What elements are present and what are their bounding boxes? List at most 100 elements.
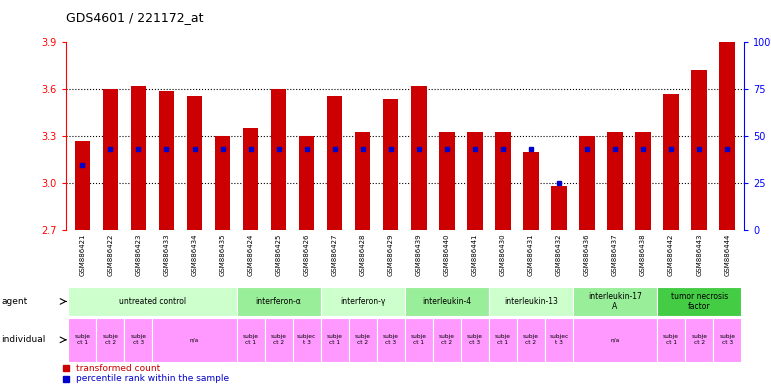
Text: interleukin-13: interleukin-13 (504, 297, 558, 306)
Text: GSM886434: GSM886434 (191, 233, 197, 276)
Text: GSM886429: GSM886429 (388, 233, 394, 276)
Text: GSM886421: GSM886421 (79, 233, 86, 276)
Bar (692, 70, 707, 230)
Text: GSM886423: GSM886423 (136, 233, 141, 276)
Text: GSM886438: GSM886438 (640, 233, 646, 276)
Bar (573, 287, 657, 316)
Bar (215, 136, 231, 230)
Bar (96, 318, 124, 362)
Text: interferon-α: interferon-α (256, 297, 301, 306)
Bar (377, 318, 405, 362)
Bar (299, 136, 315, 230)
Bar (187, 96, 202, 230)
Text: individual: individual (2, 335, 46, 344)
Text: GSM886439: GSM886439 (416, 233, 422, 276)
Text: GSM886422: GSM886422 (107, 233, 113, 276)
Bar (685, 318, 713, 362)
Text: GSM886440: GSM886440 (444, 233, 449, 276)
Bar (433, 318, 461, 362)
Bar (461, 318, 489, 362)
Bar (545, 318, 573, 362)
Text: GDS4601 / 221172_at: GDS4601 / 221172_at (66, 12, 203, 25)
Text: GSM886444: GSM886444 (724, 233, 730, 276)
Bar (75, 141, 90, 230)
Text: subje
ct 2: subje ct 2 (355, 334, 371, 345)
Text: subje
ct 1: subje ct 1 (495, 334, 511, 345)
Bar (103, 89, 118, 230)
Text: agent: agent (2, 297, 28, 306)
Text: subje
ct 2: subje ct 2 (439, 334, 455, 345)
Bar (467, 132, 483, 230)
Bar (635, 132, 651, 230)
Text: subje
ct 1: subje ct 1 (663, 334, 679, 345)
Text: GSM886424: GSM886424 (247, 233, 254, 276)
Text: GSM886431: GSM886431 (528, 233, 534, 276)
Text: GSM886441: GSM886441 (472, 233, 478, 276)
Bar (657, 318, 685, 362)
Bar (405, 287, 489, 316)
Text: subje
ct 1: subje ct 1 (74, 334, 90, 345)
Text: GSM886428: GSM886428 (360, 233, 365, 276)
Bar (713, 318, 741, 362)
Bar (237, 318, 264, 362)
Bar (327, 96, 342, 230)
Bar (293, 318, 321, 362)
Bar (579, 136, 594, 230)
Bar (411, 86, 426, 230)
Bar (383, 99, 399, 230)
Text: GSM886432: GSM886432 (556, 233, 562, 276)
Text: GSM886443: GSM886443 (696, 233, 702, 276)
Text: GSM886437: GSM886437 (612, 233, 618, 276)
Text: interleukin-4: interleukin-4 (423, 297, 471, 306)
Bar (719, 42, 735, 230)
Text: subje
ct 2: subje ct 2 (103, 334, 119, 345)
Text: GSM886442: GSM886442 (668, 233, 674, 276)
Text: GSM886425: GSM886425 (275, 233, 281, 276)
Bar (405, 318, 433, 362)
Text: subje
ct 1: subje ct 1 (243, 334, 258, 345)
Bar (159, 91, 174, 230)
Text: interleukin-17
A: interleukin-17 A (588, 292, 642, 311)
Bar (517, 318, 545, 362)
Text: GSM886433: GSM886433 (163, 233, 170, 276)
Bar (495, 132, 510, 230)
Bar (657, 287, 741, 316)
Text: subje
ct 3: subje ct 3 (130, 334, 146, 345)
Text: subje
ct 3: subje ct 3 (382, 334, 399, 345)
Text: untreated control: untreated control (119, 297, 186, 306)
Text: GSM886427: GSM886427 (332, 233, 338, 276)
Bar (321, 287, 405, 316)
Text: interferon-γ: interferon-γ (340, 297, 386, 306)
Text: subje
ct 2: subje ct 2 (691, 334, 707, 345)
Bar (524, 152, 539, 230)
Text: percentile rank within the sample: percentile rank within the sample (76, 374, 229, 383)
Bar (264, 318, 293, 362)
Text: GSM886430: GSM886430 (500, 233, 506, 276)
Bar (573, 318, 657, 362)
Bar (663, 94, 678, 230)
Bar (321, 318, 348, 362)
Text: subje
ct 2: subje ct 2 (523, 334, 539, 345)
Text: subjec
t 3: subjec t 3 (550, 334, 568, 345)
Text: subjec
t 3: subjec t 3 (297, 334, 316, 345)
Bar (551, 187, 567, 230)
Text: subje
ct 1: subje ct 1 (327, 334, 342, 345)
Bar (131, 86, 146, 230)
Text: n/a: n/a (611, 337, 620, 343)
Text: subje
ct 2: subje ct 2 (271, 334, 287, 345)
Bar (69, 318, 96, 362)
Bar (608, 132, 623, 230)
Text: transformed count: transformed count (76, 364, 160, 372)
Text: subje
ct 3: subje ct 3 (719, 334, 736, 345)
Bar (439, 132, 455, 230)
Bar (153, 318, 237, 362)
Bar (348, 318, 377, 362)
Bar (271, 89, 286, 230)
Bar (124, 318, 153, 362)
Text: n/a: n/a (190, 337, 199, 343)
Bar (489, 318, 517, 362)
Bar (237, 287, 321, 316)
Text: GSM886435: GSM886435 (220, 233, 226, 276)
Text: subje
ct 3: subje ct 3 (467, 334, 483, 345)
Text: subje
ct 1: subje ct 1 (411, 334, 427, 345)
